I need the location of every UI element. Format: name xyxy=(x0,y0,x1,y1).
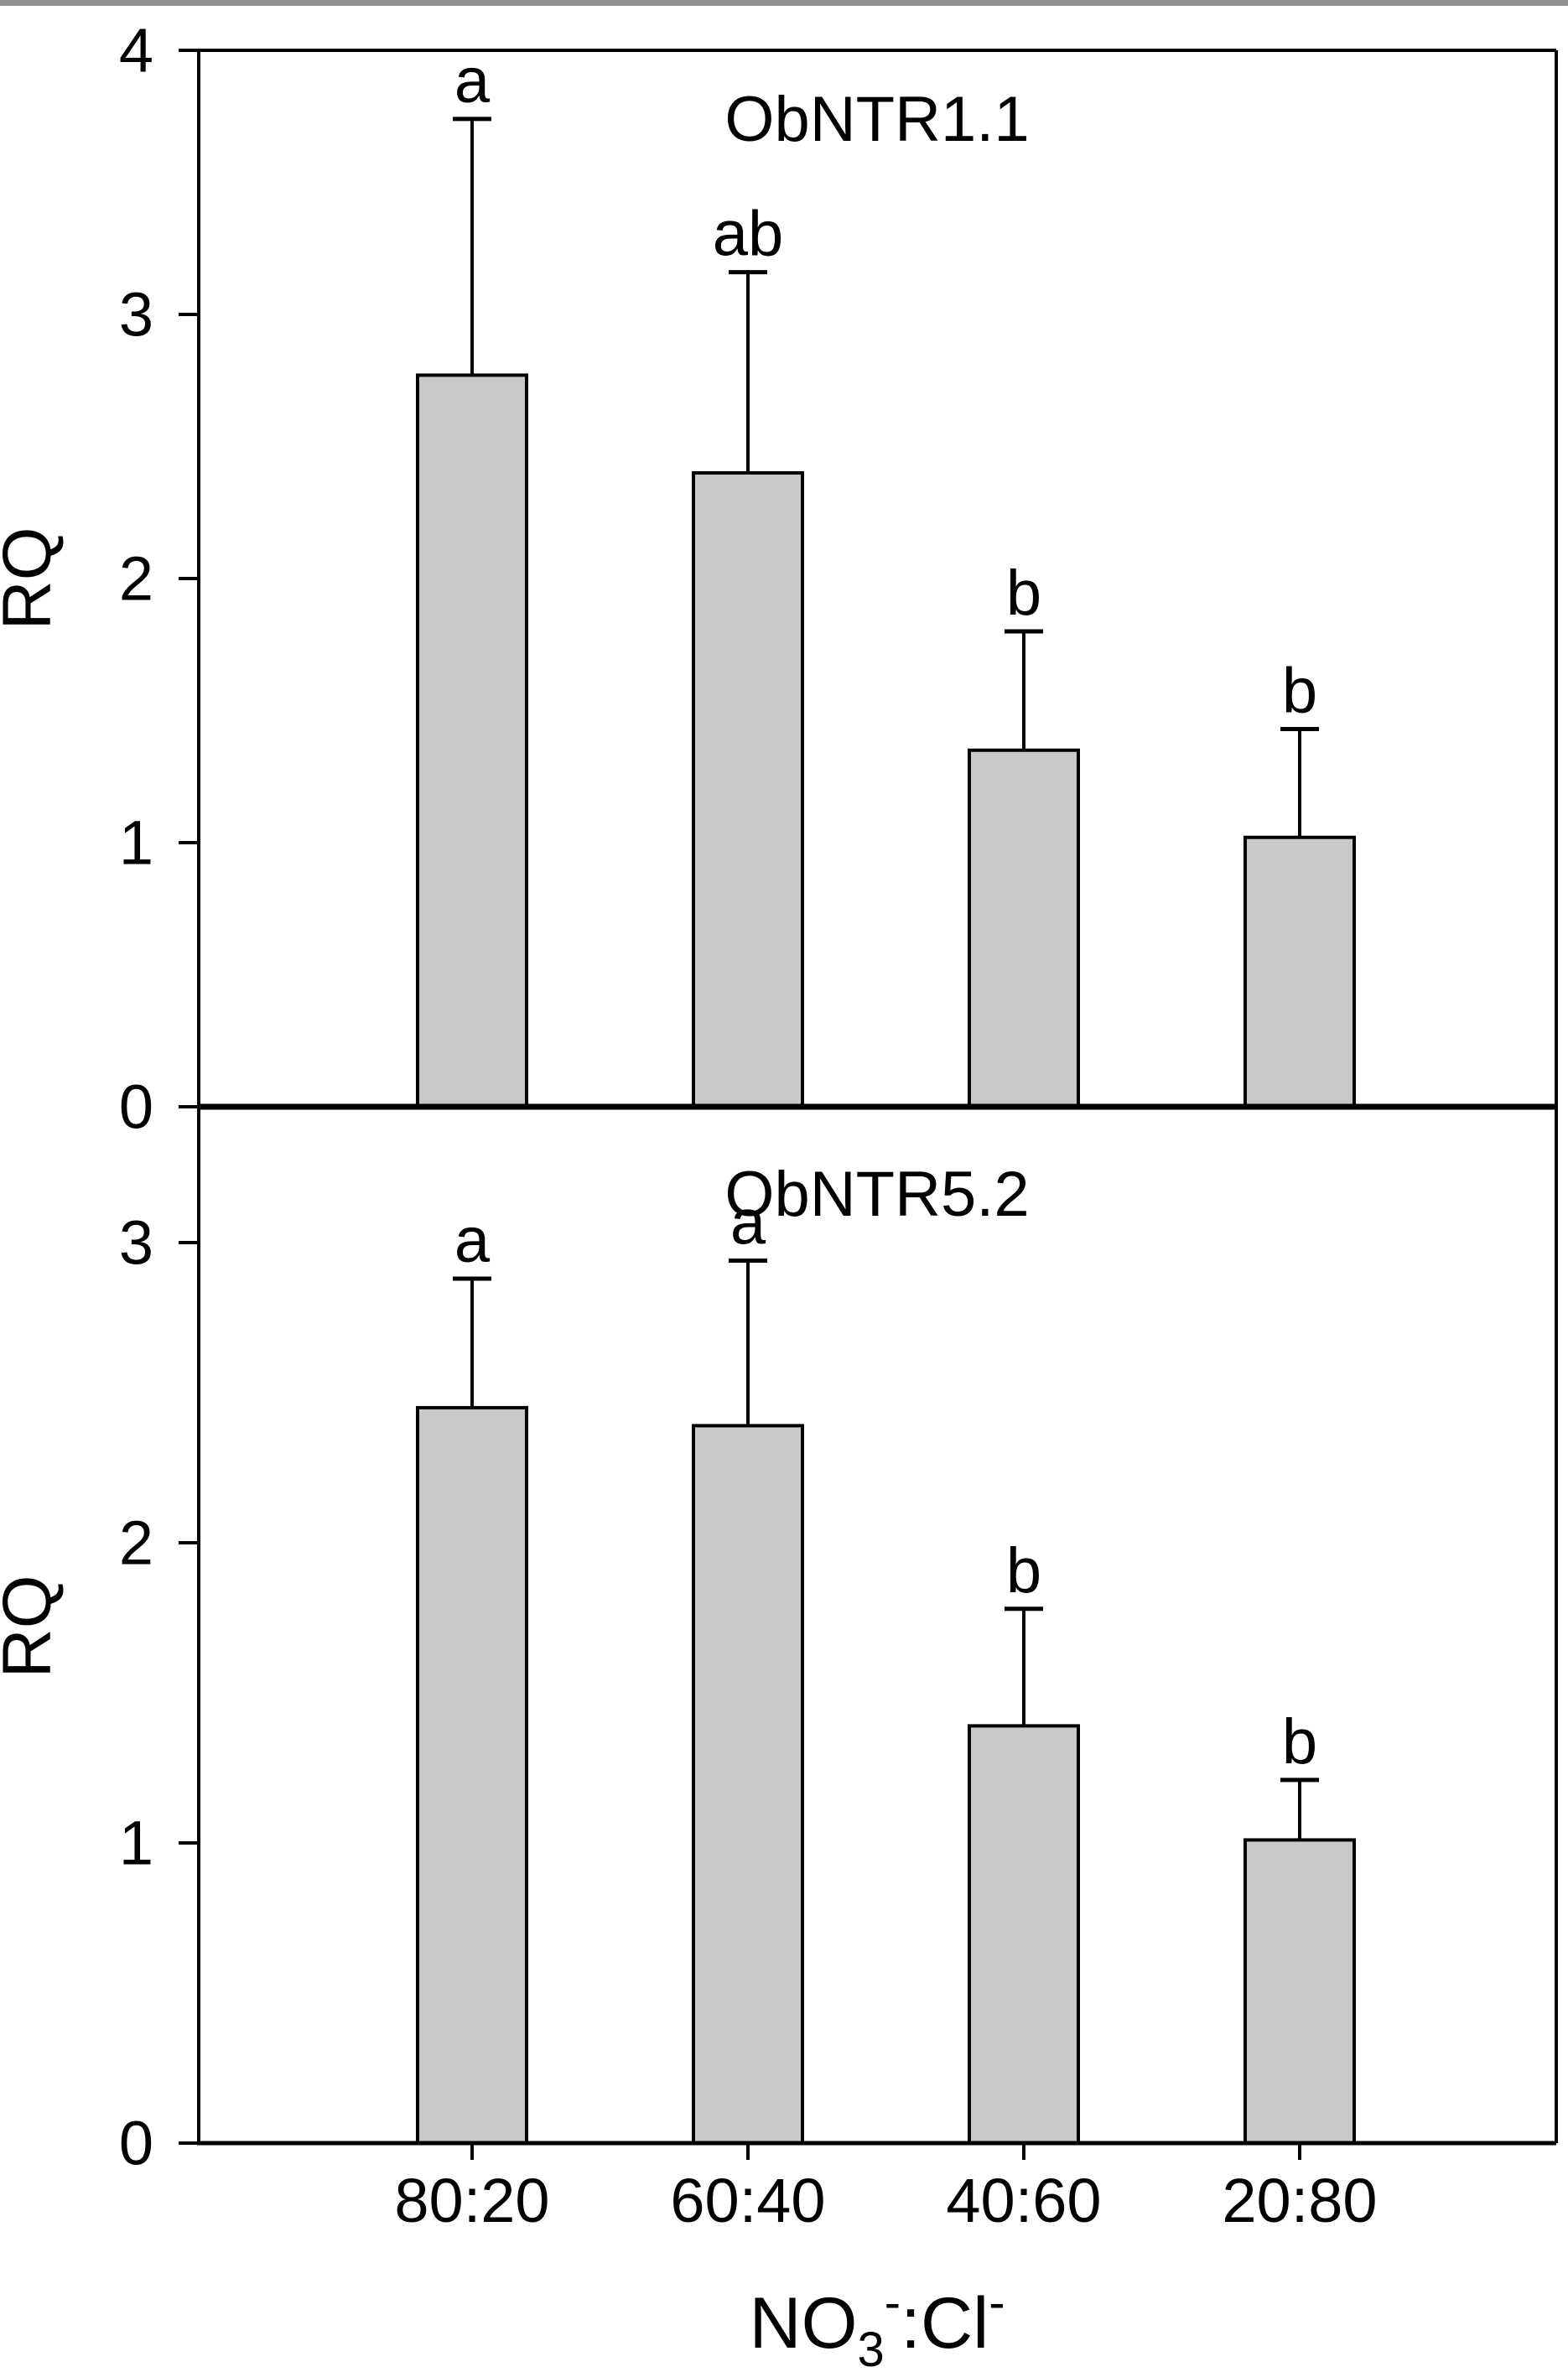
x-axis-tick-label: 80:20 xyxy=(394,2166,549,2235)
panel-title: ObNTR5.2 xyxy=(724,1159,1029,1230)
bar-ObNTR5.2-20:80 xyxy=(1243,1838,1356,2145)
bar-ObNTR5.2-40:60 xyxy=(968,1724,1080,2145)
significance-letter: a xyxy=(454,1205,491,1276)
significance-letter: b xyxy=(1282,1706,1317,1778)
x-axis-title-part: 3 xyxy=(857,2323,884,2372)
bar-ObNTR1.1-80:20 xyxy=(416,373,528,1108)
bar-ObNTR1.1-40:60 xyxy=(968,748,1080,1108)
y-axis-tick-label: 1 xyxy=(119,808,153,878)
y-axis-tick-label: 4 xyxy=(119,16,153,86)
y-axis-tick-label: 2 xyxy=(119,1508,153,1578)
significance-letter: a xyxy=(454,45,491,117)
x-axis-tick-label: 40:60 xyxy=(946,2166,1101,2235)
x-axis-title: NO3-:Cl- xyxy=(749,2276,1005,2372)
bar-ObNTR5.2-80:20 xyxy=(416,1405,528,2145)
y-axis-tick-label: 3 xyxy=(119,1208,153,1278)
y-axis-tick-label: 2 xyxy=(119,544,153,614)
significance-letter: b xyxy=(1282,656,1317,727)
x-axis-title-part: - xyxy=(885,2276,901,2330)
x-axis-title-part: - xyxy=(989,2276,1005,2330)
bar-ObNTR1.1-60:40 xyxy=(692,471,804,1108)
bar-ObNTR5.2-60:40 xyxy=(692,1424,804,2145)
y-axis-title: RQ xyxy=(0,1575,65,1679)
significance-letter: ab xyxy=(713,199,784,270)
x-axis-tick-label: 20:80 xyxy=(1222,2166,1377,2235)
panel-title: ObNTR1.1 xyxy=(724,84,1029,155)
significance-letter: b xyxy=(1006,558,1041,629)
y-axis-title: RQ xyxy=(0,527,65,631)
significance-letter: a xyxy=(730,1186,766,1258)
x-axis-tick-label: 60:40 xyxy=(670,2166,825,2235)
top-edge-artifact xyxy=(0,0,1568,6)
y-axis-tick-label: 3 xyxy=(119,280,153,350)
x-axis-title-part: :Cl xyxy=(901,2283,989,2364)
x-axis-title-part: NO xyxy=(749,2283,857,2364)
y-axis-tick-label: 0 xyxy=(119,1072,153,1142)
y-axis-tick-label: 0 xyxy=(119,2109,153,2178)
significance-letter: b xyxy=(1006,1535,1041,1606)
y-axis-tick-label: 1 xyxy=(119,1809,153,1878)
bar-ObNTR1.1-20:80 xyxy=(1243,835,1356,1108)
